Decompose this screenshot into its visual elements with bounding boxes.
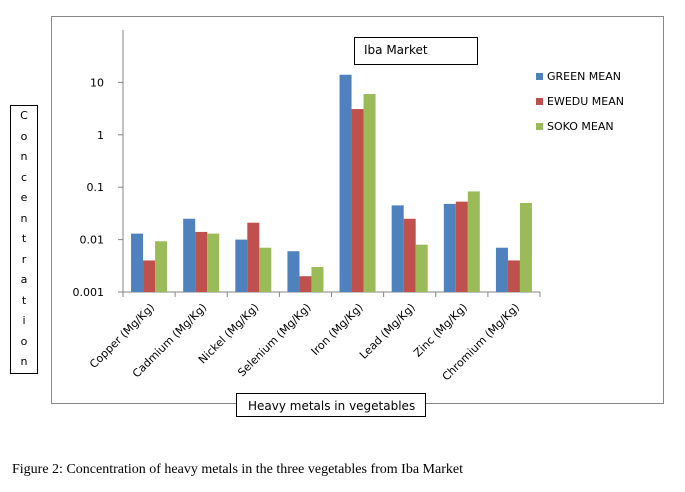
bar-ewedu-mean	[299, 276, 312, 292]
bar-soko-mean	[415, 244, 428, 292]
chart-frame: 0.001 0.01 0.1 1 10 Copper (Mg/Kg) Cadmium (Mg…	[51, 16, 664, 404]
y-axis-title-char: t	[21, 232, 27, 246]
legend-label: GREEN MEAN	[547, 70, 621, 83]
bar-green-mean	[495, 247, 508, 292]
bar-soko-mean	[363, 94, 376, 292]
bar-green-mean	[443, 203, 456, 292]
y-axis-title-char: e	[20, 191, 28, 205]
y-axis-title-char: o	[20, 129, 28, 143]
legend-swatch	[536, 123, 543, 130]
bar-green-mean	[391, 205, 404, 292]
y-axis-title-char: i	[22, 314, 26, 328]
y-tick-label: 0.01	[80, 234, 105, 247]
x-tick-label: Zinc (Mg/Kg)	[411, 301, 470, 360]
bar-ewedu-mean	[455, 201, 468, 292]
y-axis-title-char: r	[21, 252, 27, 266]
chart-title: Iba Market	[354, 37, 478, 65]
bar-ewedu-mean	[247, 222, 260, 292]
bar-soko-mean	[311, 266, 324, 292]
bar-ewedu-mean	[195, 231, 208, 292]
bar-soko-mean	[155, 241, 168, 292]
bar-ewedu-mean	[143, 260, 156, 292]
x-tick-label: Iron (Mg/Kg)	[309, 301, 366, 358]
y-tick-label: 0.1	[87, 181, 105, 194]
y-tick-label: 1	[97, 129, 104, 142]
y-axis-title-char: a	[20, 273, 28, 287]
bar-ewedu-mean	[351, 109, 364, 293]
legend-swatch	[536, 98, 543, 105]
bar-soko-mean	[259, 247, 272, 292]
x-axis-title: Heavy metals in vegetables	[236, 393, 426, 417]
bar-green-mean	[131, 233, 144, 292]
bar-ewedu-mean	[403, 218, 416, 292]
bar-green-mean	[183, 218, 196, 292]
bar-ewedu-mean	[507, 260, 520, 292]
y-axis-title-char: c	[20, 170, 28, 184]
legend-swatch	[536, 73, 543, 80]
legend-label: SOKO MEAN	[547, 120, 614, 133]
y-axis-title-char: C	[20, 109, 28, 123]
bar-green-mean	[235, 239, 248, 292]
x-tick-label: Lead (Mg/Kg)	[357, 301, 418, 362]
figure-caption: Figure 2: Concentration of heavy metals …	[12, 462, 463, 477]
legend-label: EWEDU MEAN	[547, 95, 624, 108]
y-axis-title-char: n	[20, 150, 28, 164]
y-axis-title-char: n	[20, 355, 28, 369]
y-tick-label: 0.001	[73, 286, 105, 299]
y-axis-title-char: n	[20, 211, 28, 225]
y-axis-title-char: o	[20, 334, 28, 348]
bar-soko-mean	[207, 233, 220, 292]
bar-green-mean	[339, 74, 352, 292]
y-axis-title-char: t	[21, 293, 27, 307]
bar-soko-mean	[467, 191, 480, 292]
y-tick-label: 10	[90, 76, 104, 89]
bar-soko-mean	[519, 202, 532, 292]
bar-green-mean	[287, 251, 300, 292]
